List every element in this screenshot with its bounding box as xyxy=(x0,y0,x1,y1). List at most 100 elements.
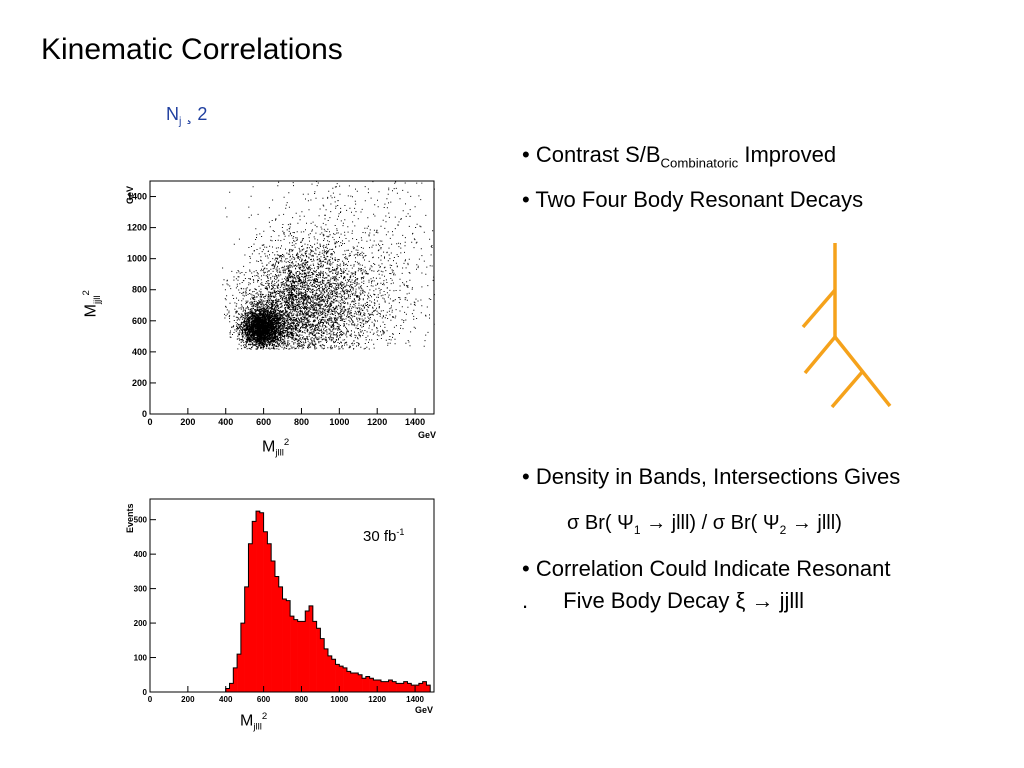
histogram-bar xyxy=(380,681,386,692)
scatter-x-label-main: M xyxy=(262,438,276,456)
psi-1-index: 1 xyxy=(633,523,641,537)
scatter-y-tick-label: 1000 xyxy=(127,254,147,264)
scatter-axes: 0 200 400 600 800 1000 1200 1400 0 200 400 600 800 10… xyxy=(127,192,425,427)
scatter-x-tick-label: 200 xyxy=(180,417,195,427)
histogram-bar xyxy=(339,666,344,692)
histogram-x-tick-label: 400 xyxy=(219,695,233,704)
histogram-bar xyxy=(244,586,249,692)
decay-tree-icon xyxy=(801,243,892,409)
scatter-y-tick-label: 0 xyxy=(142,409,147,419)
bullet-contrast: • Contrast S/BCombinatoric Improved xyxy=(522,142,836,170)
bullet-five-body-dot: . xyxy=(522,588,529,613)
histogram-x-label-sup: 2 xyxy=(261,711,268,722)
br-2: Br( xyxy=(725,512,763,534)
histogram-x-label: Mjlll2 xyxy=(240,711,267,733)
scatter-x-label: Mjlll2 xyxy=(262,437,289,459)
histogram-x-tick-label: 1000 xyxy=(330,695,348,704)
decay-branch-4 xyxy=(830,369,865,409)
histogram-bar xyxy=(320,638,325,692)
scatter-x-tick-label: 400 xyxy=(218,417,233,427)
histogram-bar xyxy=(331,659,336,692)
histogram-y-label: Events xyxy=(125,503,135,533)
scatter-y-label-main: M xyxy=(82,304,100,318)
histogram-bar xyxy=(297,621,302,692)
condition-main: N xyxy=(166,104,179,124)
histogram-bar xyxy=(411,685,416,692)
scatter-point-cloud xyxy=(222,181,435,350)
histogram-bar xyxy=(252,521,257,692)
histogram-outline xyxy=(225,510,431,692)
histogram-bar xyxy=(293,619,298,692)
histogram-bar xyxy=(418,683,423,692)
histogram-bar xyxy=(388,679,393,692)
histogram-x-tick-label: 800 xyxy=(295,695,309,704)
decay-branch-1 xyxy=(801,288,837,329)
histogram-bar xyxy=(259,512,264,692)
histogram-bar xyxy=(316,628,321,692)
luminosity-main: 30 fb xyxy=(363,528,397,545)
histogram-bar xyxy=(354,673,359,692)
histogram-bar xyxy=(335,664,340,692)
histogram-bar xyxy=(263,531,268,692)
scatter-y-unit: GeV xyxy=(125,186,135,204)
histogram-x-tick-label: 1200 xyxy=(368,695,386,704)
psi-2-index: 2 xyxy=(779,523,787,537)
histogram-y-tick-label: 300 xyxy=(134,585,148,594)
scatter-y-tick-label: 200 xyxy=(132,378,147,388)
formula-end: jlll) xyxy=(817,512,842,534)
histogram-bar xyxy=(350,673,355,692)
arrow-1: → xyxy=(640,512,672,534)
scatter-x-tick-label: 1400 xyxy=(405,417,425,427)
histogram-x-label-main: M xyxy=(240,712,254,730)
histogram-y-tick-label: 100 xyxy=(134,654,148,663)
bullet-five-body-end: jjlll xyxy=(779,588,805,613)
histogram-x-tick-label: 0 xyxy=(148,695,153,704)
histogram-bar xyxy=(233,667,238,692)
histogram-bar xyxy=(384,681,389,692)
histogram-bar xyxy=(346,671,351,692)
scatter-x-label-sub: jlll xyxy=(275,447,284,459)
scatter-y-label-sup: 2 xyxy=(81,290,93,296)
scatter-x-label-sup: 2 xyxy=(283,437,290,448)
histogram-bar xyxy=(229,683,234,692)
histogram-plot: 0 200 400 600 800 1000 1200 1400 0 100 200 300 400 50… xyxy=(125,498,435,715)
histogram-bar xyxy=(369,678,374,692)
scatter-y-tick-label: 1200 xyxy=(127,223,147,233)
histogram-bar xyxy=(399,683,405,692)
scatter-y-tick-label: 400 xyxy=(132,347,147,357)
histogram-x-tick-label: 200 xyxy=(181,695,195,704)
histogram-bar xyxy=(324,648,329,692)
scatter-plot: 0 200 400 600 800 1000 1200 1400 0 200 400 600 800 10… xyxy=(125,180,436,440)
histogram-y-tick-label: 200 xyxy=(134,619,148,628)
histogram-y-tick-label: 500 xyxy=(134,516,148,525)
scatter-y-tick-label: 1400 xyxy=(127,192,147,202)
histogram-bar xyxy=(256,511,261,692)
jet-multiplicity-condition: Nj ¸ 2 xyxy=(166,104,207,128)
histogram-y-tick-label: 400 xyxy=(134,550,148,559)
bullet-density: • Density in Bands, Intersections Gives xyxy=(522,464,901,489)
histogram-bar xyxy=(305,611,310,692)
histogram-bar xyxy=(278,586,283,692)
histogram-bar xyxy=(365,676,370,692)
histogram-bar xyxy=(426,685,431,692)
histogram-bar xyxy=(301,621,306,692)
histogram-bar xyxy=(237,654,242,692)
decay-branch-2 xyxy=(803,335,837,375)
scatter-y-label-sub: jjll xyxy=(91,295,103,305)
condition-sub: j xyxy=(179,115,182,128)
histogram-bar xyxy=(358,674,363,692)
arrow-2: → xyxy=(786,512,818,534)
bullet-contrast-pre: • Contrast S/B xyxy=(522,142,661,167)
histogram-bar xyxy=(422,681,427,692)
scatter-x-tick-label: 0 xyxy=(147,417,152,427)
histogram-bar xyxy=(225,688,230,692)
histogram-bar xyxy=(327,655,333,692)
scatter-x-tick-label: 1200 xyxy=(367,417,387,427)
branching-ratio-formula: σ Br( Ψ1 → jlll) / σ Br( Ψ2 → jlll) xyxy=(567,512,842,537)
histogram-bar xyxy=(312,621,317,692)
histogram-bar xyxy=(282,598,287,692)
xi-symbol: ξ xyxy=(735,588,746,613)
scatter-x-tick-label: 600 xyxy=(256,417,271,427)
histogram-axes: 0 200 400 600 800 1000 1200 1400 0 100 200 300 400 50… xyxy=(134,516,425,704)
scatter-points xyxy=(222,181,435,350)
